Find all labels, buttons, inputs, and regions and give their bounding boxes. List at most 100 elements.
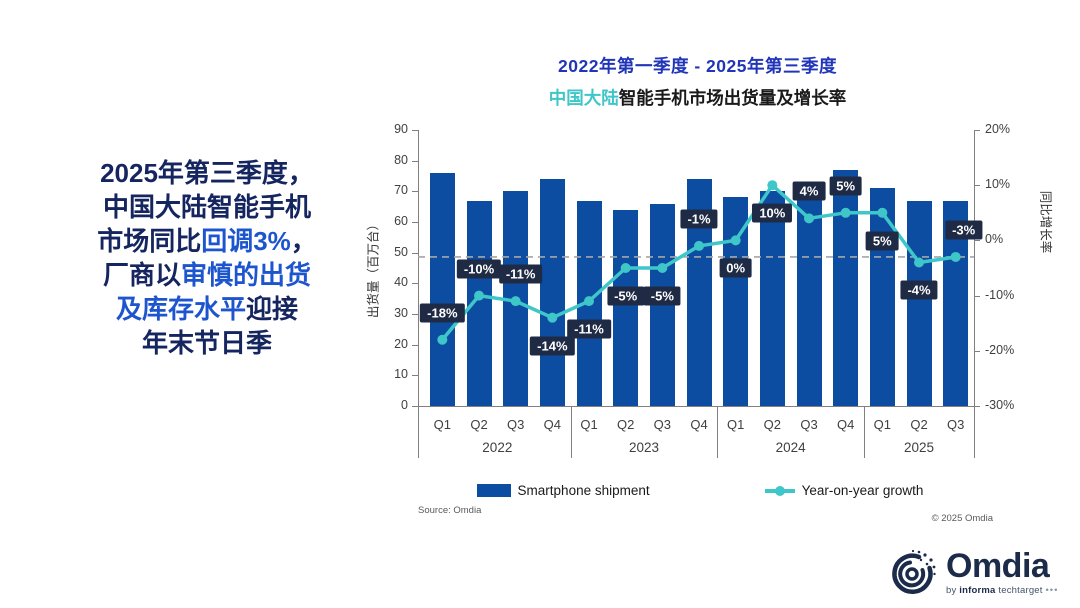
left-tick [412, 314, 418, 315]
x-axis-line [418, 406, 975, 407]
x-axis-quarter-label: Q1 [580, 417, 598, 432]
left-tick-label: 40 [394, 275, 408, 290]
summary-line: 厂商以审慎的出货 [42, 258, 372, 292]
shipment-bar [466, 200, 492, 406]
year-label: 2023 [628, 440, 659, 455]
chart-title: 2022年第一季度 - 2025年第三季度 中国大陆智能手机市场出货量及增长率 [410, 53, 985, 110]
growth-value-label: 5% [865, 231, 899, 251]
year-divider [570, 406, 572, 458]
x-axis-quarter-label: Q3 [506, 417, 525, 432]
growth-value-label: -1% [680, 209, 718, 229]
chart-legend: Smartphone shipment Year-on-year growth [420, 483, 980, 498]
right-tick [974, 350, 980, 352]
left-tick-label: 80 [394, 152, 408, 167]
growth-value-label: -14% [530, 336, 575, 356]
left-tick-label: 90 [394, 122, 408, 136]
left-tick [412, 191, 418, 193]
right-tick-label: 20% [985, 122, 1011, 136]
legend-item-shipment: Smartphone shipment [476, 483, 650, 498]
legend-label-shipment: Smartphone shipment [517, 483, 650, 498]
growth-value-label: -4% [900, 280, 938, 300]
legend-item-growth: Year-on-year growth [764, 483, 924, 498]
shipment-bar [869, 188, 895, 406]
growth-value-label: 10% [752, 203, 793, 223]
chart-title-subject: 中国大陆智能手机市场出货量及增长率 [410, 85, 985, 110]
left-tick [412, 283, 418, 285]
summary-line: 2025年第三季度， [42, 156, 372, 190]
left-tick-label: 60 [394, 214, 408, 228]
shipment-bar [539, 179, 565, 406]
right-tick-label: 10% [985, 177, 1011, 192]
x-axis-quarter-label: Q1 [433, 417, 451, 432]
growth-value-label: -10% [456, 259, 502, 279]
bar-swatch-icon [476, 484, 511, 497]
shipment-bar [576, 200, 602, 406]
shipment-bar [429, 172, 455, 406]
left-axis-line [418, 130, 419, 406]
right-tick [974, 406, 980, 407]
right-tick [974, 240, 980, 242]
left-tick-label: 50 [394, 244, 408, 259]
left-tick [412, 344, 418, 346]
x-axis-quarter-label: Q4 [543, 417, 561, 432]
shipment-bar [906, 200, 932, 406]
omdia-swirl-icon [886, 548, 938, 605]
left-tick [412, 222, 418, 223]
shipment-bar [503, 191, 529, 406]
chart-title-rest: 智能手机市场出货量及增长率 [618, 88, 847, 108]
right-tick [974, 295, 980, 297]
year-label: 2024 [775, 440, 806, 455]
x-axis-quarter-label: Q2 [763, 417, 781, 432]
x-axis-quarter-label: Q4 [836, 417, 855, 432]
legend-label-growth: Year-on-year growth [801, 483, 924, 498]
year-divider [864, 406, 865, 458]
left-tick [412, 252, 418, 254]
summary-segment: 年末节日季 [141, 328, 272, 358]
growth-value-label: 5% [829, 176, 863, 196]
right-tick [974, 130, 980, 131]
summary-segment: 市场同比 [97, 226, 202, 256]
summary-line: 及库存水平迎接 [42, 292, 372, 326]
left-tick [412, 160, 418, 162]
left-tick-label: 10 [394, 367, 408, 382]
summary-segment: 迎接 [246, 294, 299, 324]
x-axis-quarter-label: Q4 [690, 417, 708, 432]
x-axis-quarter-label: Q1 [726, 417, 745, 432]
year-divider [974, 406, 975, 458]
x-axis-quarter-label: Q3 [653, 417, 671, 432]
right-axis-title: 同比增长率 [1038, 190, 1053, 254]
left-tick-label: 20 [394, 336, 408, 351]
x-axis-quarter-label: Q3 [946, 417, 965, 432]
chart-title-region: 中国大陆 [548, 88, 619, 108]
summary-segment: 厂商以 [102, 260, 181, 290]
growth-value-label: 4% [792, 181, 826, 201]
growth-value-label: -11% [567, 319, 611, 339]
x-axis-quarter-label: Q2 [616, 417, 635, 432]
growth-value-label: -3% [945, 220, 983, 240]
shipment-bar [796, 194, 822, 406]
left-axis-title: 出货量（百万台） [366, 217, 381, 319]
omdia-tagline: by informa techtarget ••• [946, 585, 1059, 596]
omdia-logo: Omdia by informa techtarget ••• [886, 548, 1058, 605]
right-tick-label: -30% [985, 398, 1015, 412]
shipment-bar [759, 191, 785, 406]
growth-value-label: -11% [498, 264, 543, 284]
summary-segment: 2025年第三季度， [100, 158, 314, 188]
growth-value-label: -18% [420, 303, 465, 323]
summary-segment: 审慎的出货 [181, 260, 312, 290]
growth-point [767, 180, 778, 191]
shipment-bar [613, 209, 639, 406]
left-tick [412, 130, 418, 131]
left-tick-label: 30 [394, 306, 408, 320]
summary-line: 年末节日季 [42, 326, 372, 360]
left-tick [412, 375, 418, 377]
shipment-bar [833, 169, 859, 406]
summary-line: 市场同比回调3%， [42, 224, 372, 258]
shipment-bar [723, 197, 749, 406]
left-tick [412, 406, 418, 407]
right-tick [974, 185, 980, 187]
line-marker-icon [764, 485, 795, 496]
summary-text: 2025年第三季度， 中国大陆智能手机 市场同比回调3%， 厂商以审慎的出货 及库存水平… [42, 156, 372, 360]
x-axis-quarter-label: Q2 [470, 417, 488, 432]
year-divider [717, 406, 719, 458]
